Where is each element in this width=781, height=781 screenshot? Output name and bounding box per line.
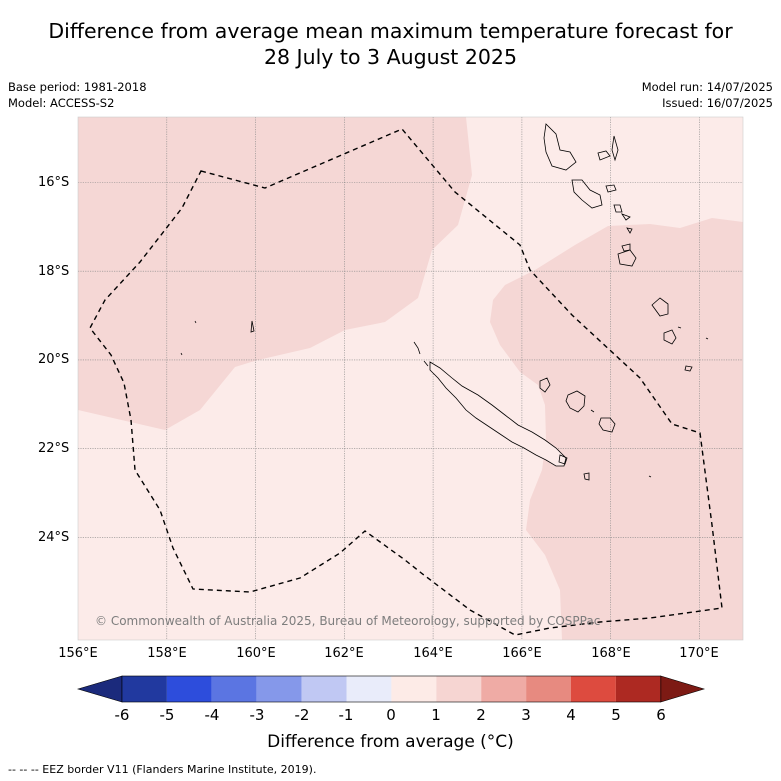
colorbar-tick: 1 xyxy=(431,706,441,724)
erromango-island xyxy=(617,249,637,267)
title-line-1: Difference from average mean maximum tem… xyxy=(48,19,733,43)
colorbar-tick: -1 xyxy=(338,706,354,724)
issued-date: Issued: 16/07/2025 xyxy=(662,96,773,110)
colorbar-tick: 2 xyxy=(476,706,486,724)
lon-label-156e: 156°E xyxy=(58,646,98,661)
ouvea-island xyxy=(539,377,551,393)
colorbar-tick: 5 xyxy=(611,706,621,724)
title-line-2: 28 July to 3 August 2025 xyxy=(263,45,518,69)
colorbar-tick: -5 xyxy=(159,706,175,724)
colorbar-bin xyxy=(436,676,482,702)
lon-label-170e: 170°E xyxy=(679,646,719,661)
lat-label-16s: 16°S xyxy=(38,175,70,190)
colorbar-tick: -4 xyxy=(204,706,220,724)
meta-left: Base period: 1981-2018 Model: ACCESS-S2 xyxy=(8,79,147,111)
eez-legend: -- -- -- EEZ border V11 (Flanders Marine… xyxy=(8,763,317,776)
colorbar-tick: 3 xyxy=(521,706,531,724)
tiga-islet xyxy=(590,409,595,413)
colorbar-bin xyxy=(526,676,571,702)
chart-title: Difference from average mean maximum tem… xyxy=(0,18,781,70)
colorbar-bin xyxy=(571,676,616,702)
belep-islets xyxy=(413,341,429,367)
colorbar-bin xyxy=(481,676,527,702)
aneityum-island xyxy=(663,329,677,345)
chesterfield-islets xyxy=(180,320,255,356)
colorbar-tick: 6 xyxy=(656,706,666,724)
colorbar-tick: 0 xyxy=(386,706,396,724)
malakula-island xyxy=(571,179,603,209)
colorbar-bin xyxy=(166,676,212,702)
colorbar-frame xyxy=(121,675,662,703)
colorbar-bin xyxy=(211,676,257,702)
colorbar-bin xyxy=(122,676,167,702)
copyright-notice: © Commonwealth of Australia 2025, Bureau… xyxy=(95,614,601,628)
colorbar-tick: 4 xyxy=(566,706,576,724)
colorbar-bin xyxy=(391,676,437,702)
eez-border xyxy=(89,128,723,636)
colorbar-tick: -2 xyxy=(294,706,310,724)
walpole-island xyxy=(583,472,590,481)
isle-of-pines xyxy=(558,454,568,465)
colorbar-extend-high xyxy=(660,675,706,703)
lon-label-162e: 162°E xyxy=(324,646,364,661)
colorbar-bin xyxy=(256,676,302,702)
lon-label-166e: 166°E xyxy=(502,646,542,661)
lat-label-20s: 20°S xyxy=(38,352,70,367)
colorbar-tick: -3 xyxy=(249,706,265,724)
lon-label-164e: 164°E xyxy=(413,646,453,661)
colorbar-label: Difference from average (°C) xyxy=(267,732,514,752)
espiritu-santo-island xyxy=(543,123,577,171)
new-caledonia-main-island xyxy=(429,361,567,467)
lon-label-160e: 160°E xyxy=(236,646,276,661)
meta-right: Model run: 14/07/2025 Issued: 16/07/2025 xyxy=(642,79,773,111)
map-gridlines xyxy=(78,117,743,640)
southeast-islets xyxy=(648,326,709,478)
lon-label-168e: 168°E xyxy=(591,646,631,661)
base-period: Base period: 1981-2018 xyxy=(8,80,147,94)
anomaly-region-1-to-2-west xyxy=(78,117,472,430)
colorbar xyxy=(76,675,706,703)
tanna-island xyxy=(651,297,669,317)
anomaly-region-1-to-2-east xyxy=(490,218,743,640)
lifou-island xyxy=(565,390,586,413)
epi-shepherd-islands xyxy=(613,204,633,234)
colorbar-bin xyxy=(346,676,392,702)
ambrym-island xyxy=(605,184,617,193)
lat-label-18s: 18°S xyxy=(38,264,70,279)
colorbar-bin xyxy=(301,676,347,702)
lat-label-24s: 24°S xyxy=(38,530,70,545)
lon-label-158e: 158°E xyxy=(147,646,187,661)
map-frame xyxy=(77,116,744,641)
lat-label-22s: 22°S xyxy=(38,441,70,456)
model-run: Model run: 14/07/2025 xyxy=(641,80,773,94)
maewo-pentecost-islands xyxy=(597,135,619,162)
mare-island xyxy=(598,417,616,433)
colorbar-tick: -6 xyxy=(114,706,130,724)
colorbar-bin xyxy=(615,676,661,702)
colorbar-extend-low xyxy=(76,675,123,703)
model-name: Model: ACCESS-S2 xyxy=(8,96,115,110)
